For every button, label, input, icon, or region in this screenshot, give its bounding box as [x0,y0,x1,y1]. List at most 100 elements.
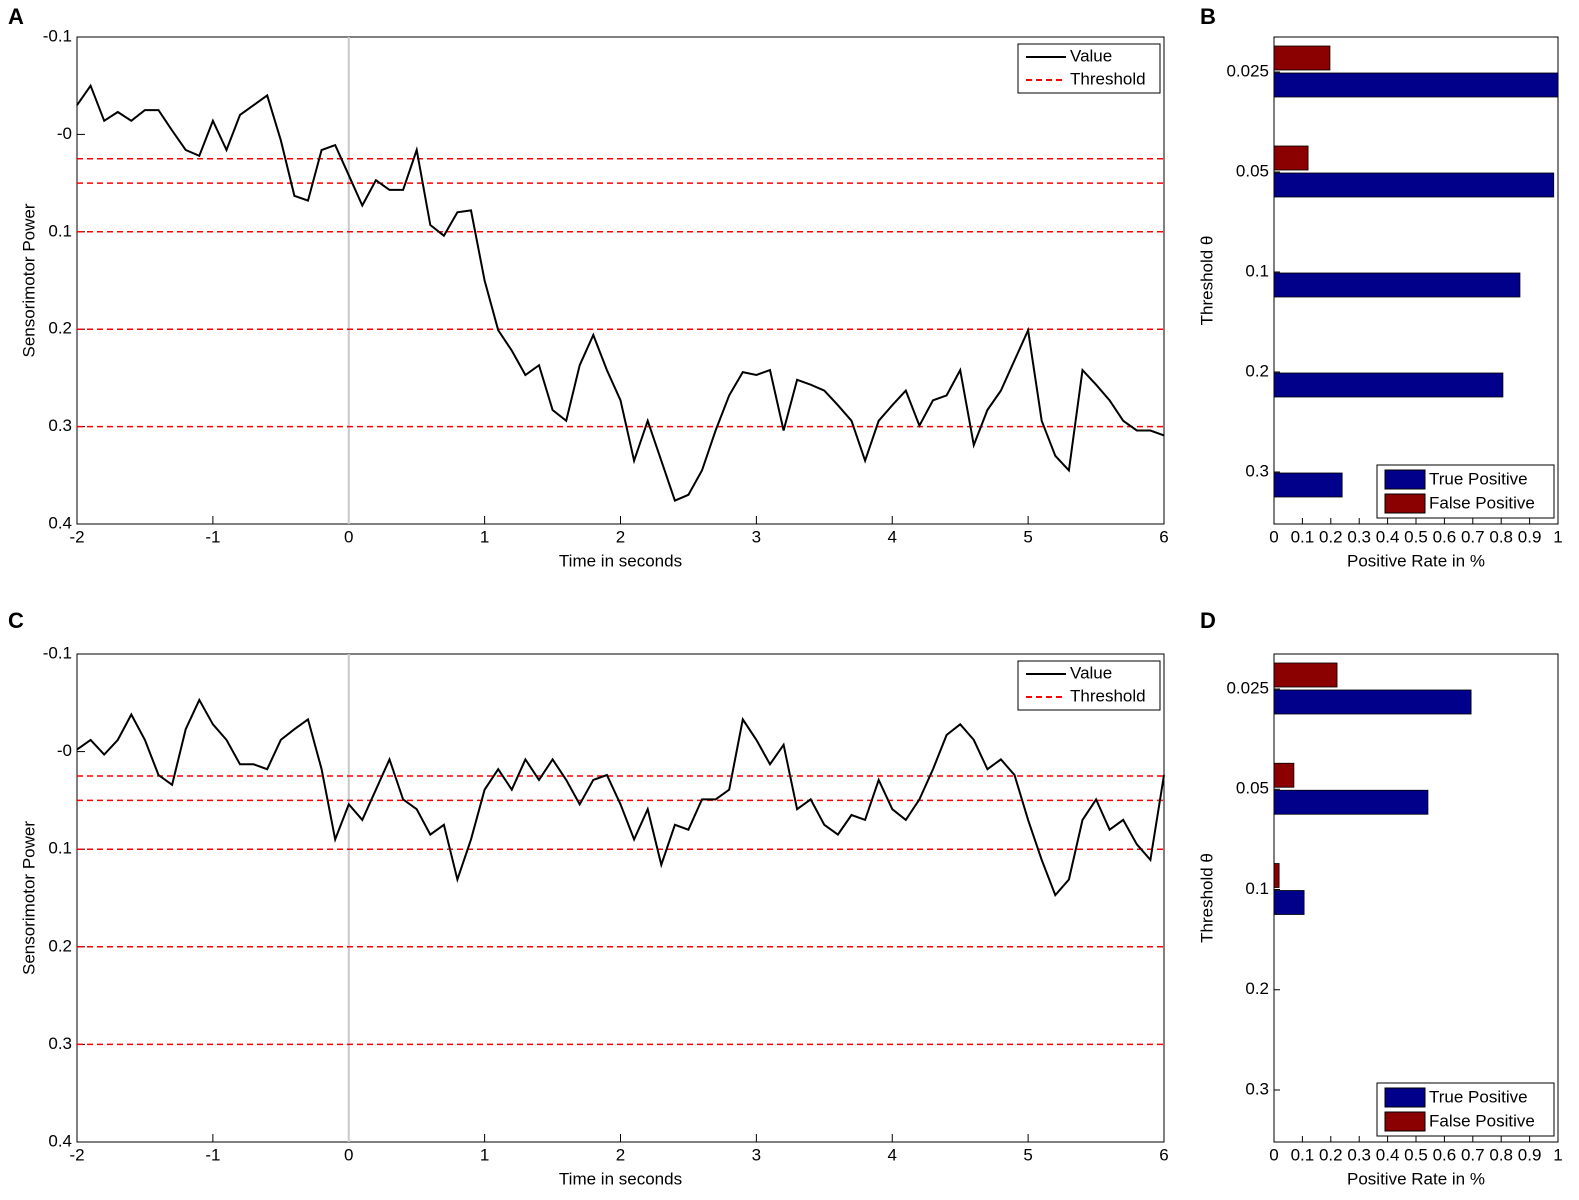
x-tick-label: 0.1 [1291,527,1315,546]
x-tick-label: 0.1 [1291,1145,1315,1164]
x-tick-label: 1 [1553,1145,1562,1164]
bar [1273,372,1504,398]
legend-label: True Positive [1429,469,1528,488]
y-tick-label: 0.2 [1245,979,1269,998]
y-axis-label: Sensorimotor Power [19,203,38,357]
y-tick-label: 0.1 [48,839,72,858]
legend-label: Threshold [1070,69,1146,88]
x-tick-label: 0.8 [1489,527,1513,546]
x-tick-label: 0.4 [1376,527,1400,546]
x-tick-label: 0 [1269,1145,1278,1164]
plot-area [76,36,1165,525]
bar [1273,272,1521,298]
bar [1273,662,1338,688]
x-tick-label: -2 [69,1145,84,1164]
x-tick-label: 1 [480,1145,489,1164]
y-tick-label: 0.3 [48,416,72,435]
y-tick-label: 0.3 [48,1034,72,1053]
y-tick-label: -0.1 [43,26,72,45]
x-tick-label: 0 [1269,527,1278,546]
bar [1273,789,1429,815]
y-tick-label: 0.025 [1226,678,1269,697]
bar [1273,863,1280,888]
x-tick-label: 0.3 [1347,1145,1371,1164]
legend-label: Value [1070,663,1112,682]
x-tick-label: 0.5 [1404,1145,1428,1164]
x-tick-label: 0.7 [1461,1145,1485,1164]
value-line [76,83,1165,502]
y-axis-label: Threshold θ [1197,853,1216,943]
bar [1273,689,1472,715]
legend-label: Threshold [1070,686,1146,705]
x-tick-label: 2 [616,527,625,546]
y-tick-label: 0.2 [48,936,72,955]
x-tick-label: 3 [752,527,761,546]
x-axis-label: Time in seconds [559,1169,682,1188]
x-tick-label: 0.9 [1518,527,1542,546]
x-tick-label: 0 [344,527,353,546]
x-axis-label: Positive Rate in % [1347,1169,1485,1188]
y-tick-label: 0.1 [48,221,72,240]
legend-label: True Positive [1429,1087,1528,1106]
x-tick-label: 3 [752,1145,761,1164]
y-tick-label: 0.2 [48,319,72,338]
legend-swatch [1384,469,1426,490]
x-tick-label: 0.7 [1461,527,1485,546]
y-tick-label: 0.2 [1245,361,1269,380]
x-tick-label: 5 [1023,1145,1032,1164]
panel-label: A [8,4,24,29]
x-axis-label: Time in seconds [559,551,682,570]
panel-label: B [1200,4,1216,29]
y-tick-label: 0.025 [1226,61,1269,80]
x-tick-label: 0.6 [1433,527,1457,546]
x-tick-label: 0.9 [1518,1145,1542,1164]
y-axis-label: Threshold θ [1197,236,1216,326]
x-tick-label: 5 [1023,527,1032,546]
y-tick-label: 0.1 [1245,261,1269,280]
panel-label: D [1200,608,1216,633]
y-tick-label: 0.3 [1245,1079,1269,1098]
legend-box [1017,660,1161,711]
legend-label: Value [1070,46,1112,65]
x-tick-label: 0.8 [1489,1145,1513,1164]
x-tick-label: 0.2 [1319,527,1343,546]
bar [1273,45,1331,71]
panel-label: C [8,608,24,633]
y-tick-label: 0.1 [1245,879,1269,898]
y-tick-label: 0.4 [48,513,72,532]
legend-swatch [1384,1087,1426,1108]
legend-box [1017,43,1161,94]
x-tick-label: -2 [69,527,84,546]
x-tick-label: 6 [1159,527,1168,546]
x-tick-label: -1 [205,527,220,546]
x-tick-label: 0 [344,1145,353,1164]
legend-label: False Positive [1429,493,1535,512]
y-tick-label: 0.4 [48,1131,72,1150]
bar [1273,72,1559,98]
legend-swatch [1384,1111,1426,1132]
x-tick-label: 1 [480,527,489,546]
y-tick-label: -0 [57,124,72,143]
x-tick-label: 2 [616,1145,625,1164]
value-line [76,697,1165,898]
plot-area [76,653,1165,1143]
x-tick-label: 4 [888,527,897,546]
x-tick-label: 0.2 [1319,1145,1343,1164]
y-tick-label: 0.05 [1236,779,1269,798]
y-tick-label: -0 [57,741,72,760]
x-tick-label: 0.3 [1347,527,1371,546]
x-axis-label: Positive Rate in % [1347,551,1485,570]
y-tick-label: -0.1 [43,643,72,662]
plot-area [1273,653,1559,1143]
x-tick-label: 0.6 [1433,1145,1457,1164]
x-tick-label: 1 [1553,527,1562,546]
x-tick-label: 0.5 [1404,527,1428,546]
x-tick-label: 6 [1159,1145,1168,1164]
x-tick-label: 0.4 [1376,1145,1400,1164]
x-tick-label: -1 [205,1145,220,1164]
legend-label: False Positive [1429,1111,1535,1130]
y-tick-label: 0.05 [1236,161,1269,180]
bar [1273,762,1295,788]
legend-swatch [1384,493,1426,514]
